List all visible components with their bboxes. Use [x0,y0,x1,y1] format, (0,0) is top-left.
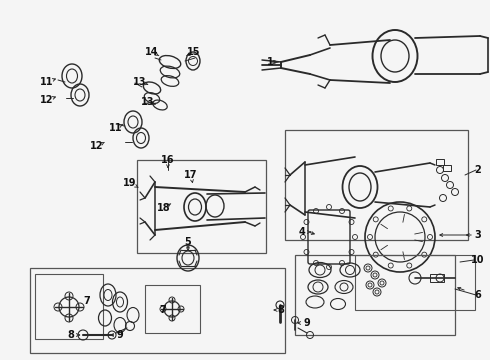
Text: 7: 7 [84,296,90,306]
Text: 8: 8 [68,330,74,340]
Text: 7: 7 [160,305,167,315]
Text: 11: 11 [109,123,123,133]
Text: 5: 5 [185,237,192,247]
Text: 19: 19 [123,178,137,188]
Text: 4: 4 [298,227,305,237]
Bar [443,165,451,171]
Bar [137,160,266,253]
Bar [355,255,475,310]
Text: 11: 11 [40,77,54,87]
Text: 9: 9 [117,330,123,340]
Text: 1: 1 [267,57,273,67]
Text: 17: 17 [184,170,198,180]
Text: 18: 18 [157,203,171,213]
Bar [295,255,455,335]
Text: 12: 12 [90,141,104,151]
Text: 3: 3 [475,230,481,240]
Text: 10: 10 [471,255,485,265]
Bar [145,285,200,333]
Bar [430,274,444,282]
Text: 2: 2 [475,165,481,175]
Text: 8: 8 [277,305,284,315]
Bar [30,268,285,353]
Text: 15: 15 [187,47,201,57]
Text: 12: 12 [40,95,54,105]
Text: 9: 9 [304,318,310,328]
Text: 6: 6 [475,290,481,300]
Bar [35,274,103,339]
Bar [285,130,468,240]
Text: 13: 13 [141,97,155,107]
Text: 13: 13 [133,77,147,87]
Text: 14: 14 [145,47,159,57]
Bar [436,159,444,165]
Text: 16: 16 [161,155,175,165]
